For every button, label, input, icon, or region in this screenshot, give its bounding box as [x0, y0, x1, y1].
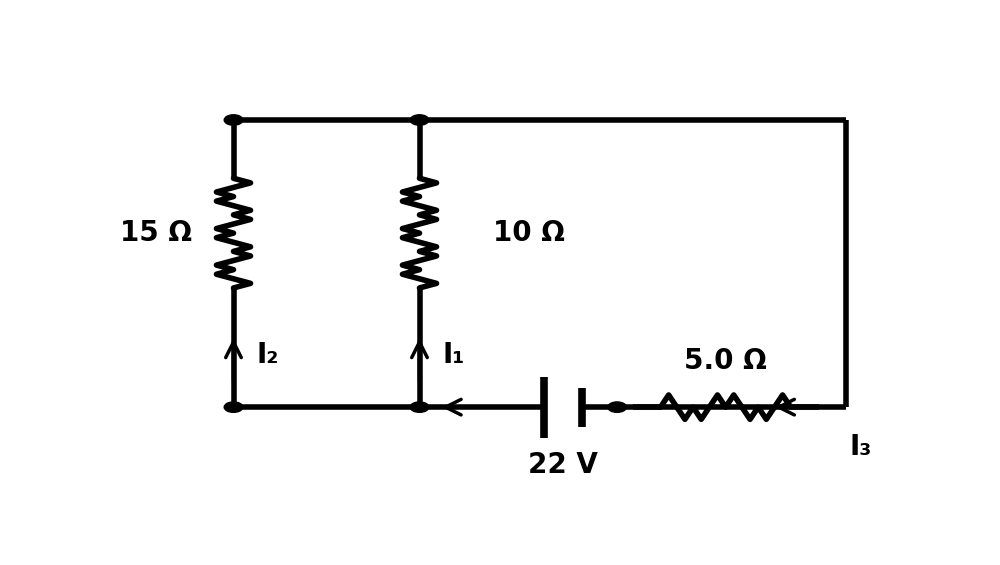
Text: 5.0 Ω: 5.0 Ω — [684, 346, 767, 375]
Text: I₃: I₃ — [850, 433, 872, 461]
Text: I₁: I₁ — [443, 341, 465, 369]
Circle shape — [224, 402, 243, 412]
Circle shape — [410, 402, 429, 412]
Circle shape — [608, 402, 626, 412]
Text: I₂: I₂ — [257, 341, 279, 369]
Circle shape — [224, 115, 243, 125]
Text: 22 V: 22 V — [528, 451, 598, 479]
Text: 15 Ω: 15 Ω — [120, 219, 192, 247]
Text: 10 Ω: 10 Ω — [493, 219, 565, 247]
Circle shape — [410, 115, 429, 125]
